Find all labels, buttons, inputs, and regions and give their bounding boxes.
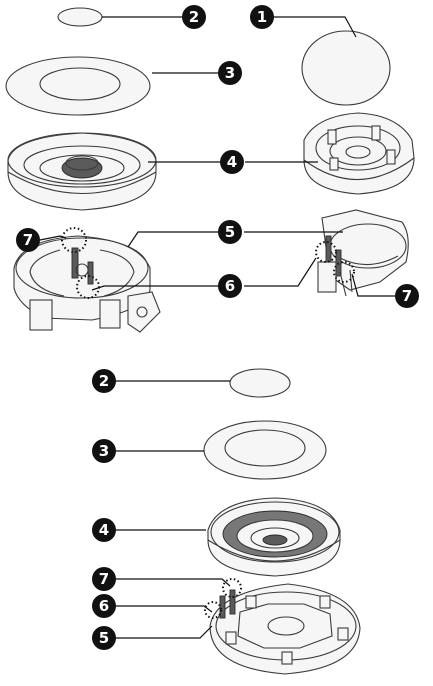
top-leader-lines — [39, 16, 396, 297]
top-right-base-assembly — [317, 209, 409, 297]
top-left-highlight-electrode — [76, 275, 100, 299]
top-right-burner-cap — [301, 30, 391, 106]
top-right-highlight-thermocouple — [315, 241, 337, 263]
top-left-flame-ring — [5, 56, 151, 116]
top-right-burner-body — [303, 112, 415, 195]
svg-text:1: 1 — [257, 8, 267, 26]
callout-bottom-cap: 2 — [92, 369, 116, 393]
callout-bottom-burner: 4 — [92, 518, 116, 542]
svg-text:5: 5 — [99, 629, 109, 647]
bottom-highlight-electrode — [204, 601, 222, 619]
bottom-base-plate — [209, 583, 361, 675]
callout-top-right-thermocouple: 7 — [395, 284, 419, 308]
callout-bottom-thermocouple: 7 — [92, 567, 116, 591]
svg-text:7: 7 — [99, 570, 109, 588]
svg-text:4: 4 — [227, 153, 237, 171]
bottom-burner-cap — [229, 368, 291, 398]
svg-text:7: 7 — [402, 287, 412, 305]
top-left-burner-body — [7, 132, 157, 211]
svg-text:4: 4 — [99, 521, 109, 539]
svg-text:3: 3 — [99, 442, 109, 460]
callout-top-left-ring: 3 — [218, 61, 242, 85]
callout-bottom-electrode: 6 — [92, 594, 116, 618]
svg-text:7: 7 — [23, 231, 33, 249]
svg-text:2: 2 — [99, 372, 109, 390]
top-left-base-assembly — [13, 235, 161, 333]
callout-top-base-body: 5 — [218, 220, 242, 244]
top-left-highlight-thermocouple — [61, 227, 87, 253]
svg-text:2: 2 — [189, 8, 199, 26]
svg-text:6: 6 — [99, 597, 109, 615]
callout-top-right-cap: 1 — [250, 5, 274, 29]
callout-top-left-cap: 2 — [182, 5, 206, 29]
svg-text:5: 5 — [225, 223, 235, 241]
bottom-highlight-thermocouple — [222, 578, 242, 598]
bottom-leader-lines — [116, 380, 231, 639]
bottom-burner-head — [207, 497, 341, 577]
callout-top-burner: 4 — [220, 150, 244, 174]
bottom-flame-ring — [203, 420, 327, 480]
top-left-burner-cap — [57, 7, 103, 27]
callout-top-left-thermocouple: 7 — [16, 228, 40, 252]
callout-top-electrode: 6 — [218, 274, 242, 298]
callout-bottom-base: 5 — [92, 626, 116, 650]
svg-text:6: 6 — [225, 277, 235, 295]
callout-bottom-ring: 3 — [92, 439, 116, 463]
top-right-highlight-electrode — [333, 261, 355, 283]
svg-text:3: 3 — [225, 64, 235, 82]
